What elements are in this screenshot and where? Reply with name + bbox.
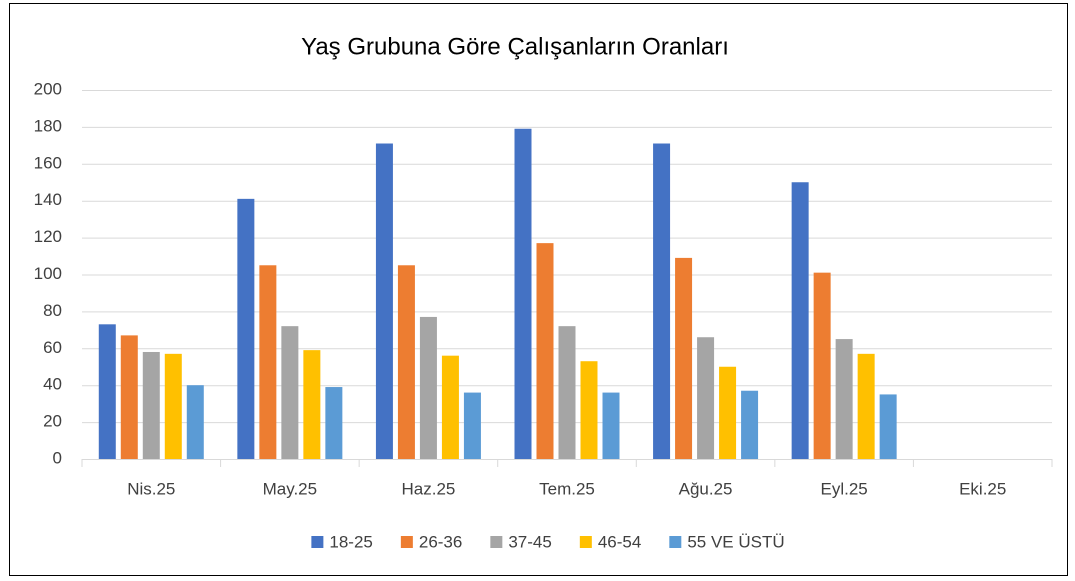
legend-swatch: [311, 536, 324, 548]
legend-swatch: [490, 536, 503, 548]
bar: [397, 265, 415, 459]
bar: [142, 351, 160, 459]
x-tick-label: Ağu.25: [679, 479, 733, 498]
x-tick-label: Eki.25: [959, 479, 1006, 498]
bar: [580, 361, 598, 459]
y-tick-label: 20: [43, 412, 62, 431]
legend-label: 37-45: [508, 532, 551, 551]
bar: [375, 143, 393, 459]
y-tick-label: 180: [34, 116, 62, 135]
bar: [281, 326, 299, 459]
bar: [303, 350, 321, 459]
y-tick-label: 40: [43, 375, 62, 394]
bar: [441, 355, 459, 459]
bar: [857, 353, 875, 459]
x-tick-label: May.25: [263, 479, 318, 498]
bar: [879, 394, 897, 459]
bar: [186, 385, 204, 459]
bar: [259, 265, 277, 459]
y-tick-label: 100: [34, 264, 62, 283]
bar: [602, 392, 620, 459]
bar: [536, 243, 554, 459]
legend-swatch: [400, 536, 413, 548]
legend-swatch: [579, 536, 592, 548]
bar: [835, 339, 853, 459]
bar: [98, 324, 116, 459]
x-tick-label: Nis.25: [127, 479, 175, 498]
bar: [514, 128, 532, 459]
bar: [741, 390, 759, 459]
bar: [120, 335, 138, 459]
bar: [164, 353, 182, 459]
bar: [419, 316, 437, 459]
bar: [675, 257, 693, 459]
chart-title: Yaş Grubuna Göre Çalışanların Oranları: [301, 33, 729, 60]
bar: [653, 143, 671, 459]
y-tick-label: 120: [34, 227, 62, 246]
bar: [463, 392, 481, 459]
y-tick-label: 160: [34, 153, 62, 172]
bar: [697, 337, 715, 459]
x-tick-label: Eyl.25: [821, 479, 868, 498]
x-tick-label: Haz.25: [401, 479, 455, 498]
x-tick-label: Tem.25: [539, 479, 595, 498]
legend-swatch: [669, 536, 682, 548]
legend-label: 26-36: [419, 532, 462, 551]
y-tick-label: 60: [43, 338, 62, 357]
legend-label: 18-25: [329, 532, 372, 551]
legend-label: 55 VE ÜSTÜ: [687, 532, 784, 551]
bar: [813, 272, 831, 459]
bar: [719, 366, 737, 459]
bar: [237, 198, 255, 460]
bar: [558, 326, 576, 459]
y-tick-label: 80: [43, 301, 62, 320]
y-tick-label: 140: [34, 190, 62, 209]
bar: [325, 387, 343, 459]
legend-label: 46-54: [598, 532, 641, 551]
y-tick-label: 0: [53, 448, 62, 467]
bar: [791, 182, 809, 459]
y-tick-label: 200: [34, 79, 62, 98]
